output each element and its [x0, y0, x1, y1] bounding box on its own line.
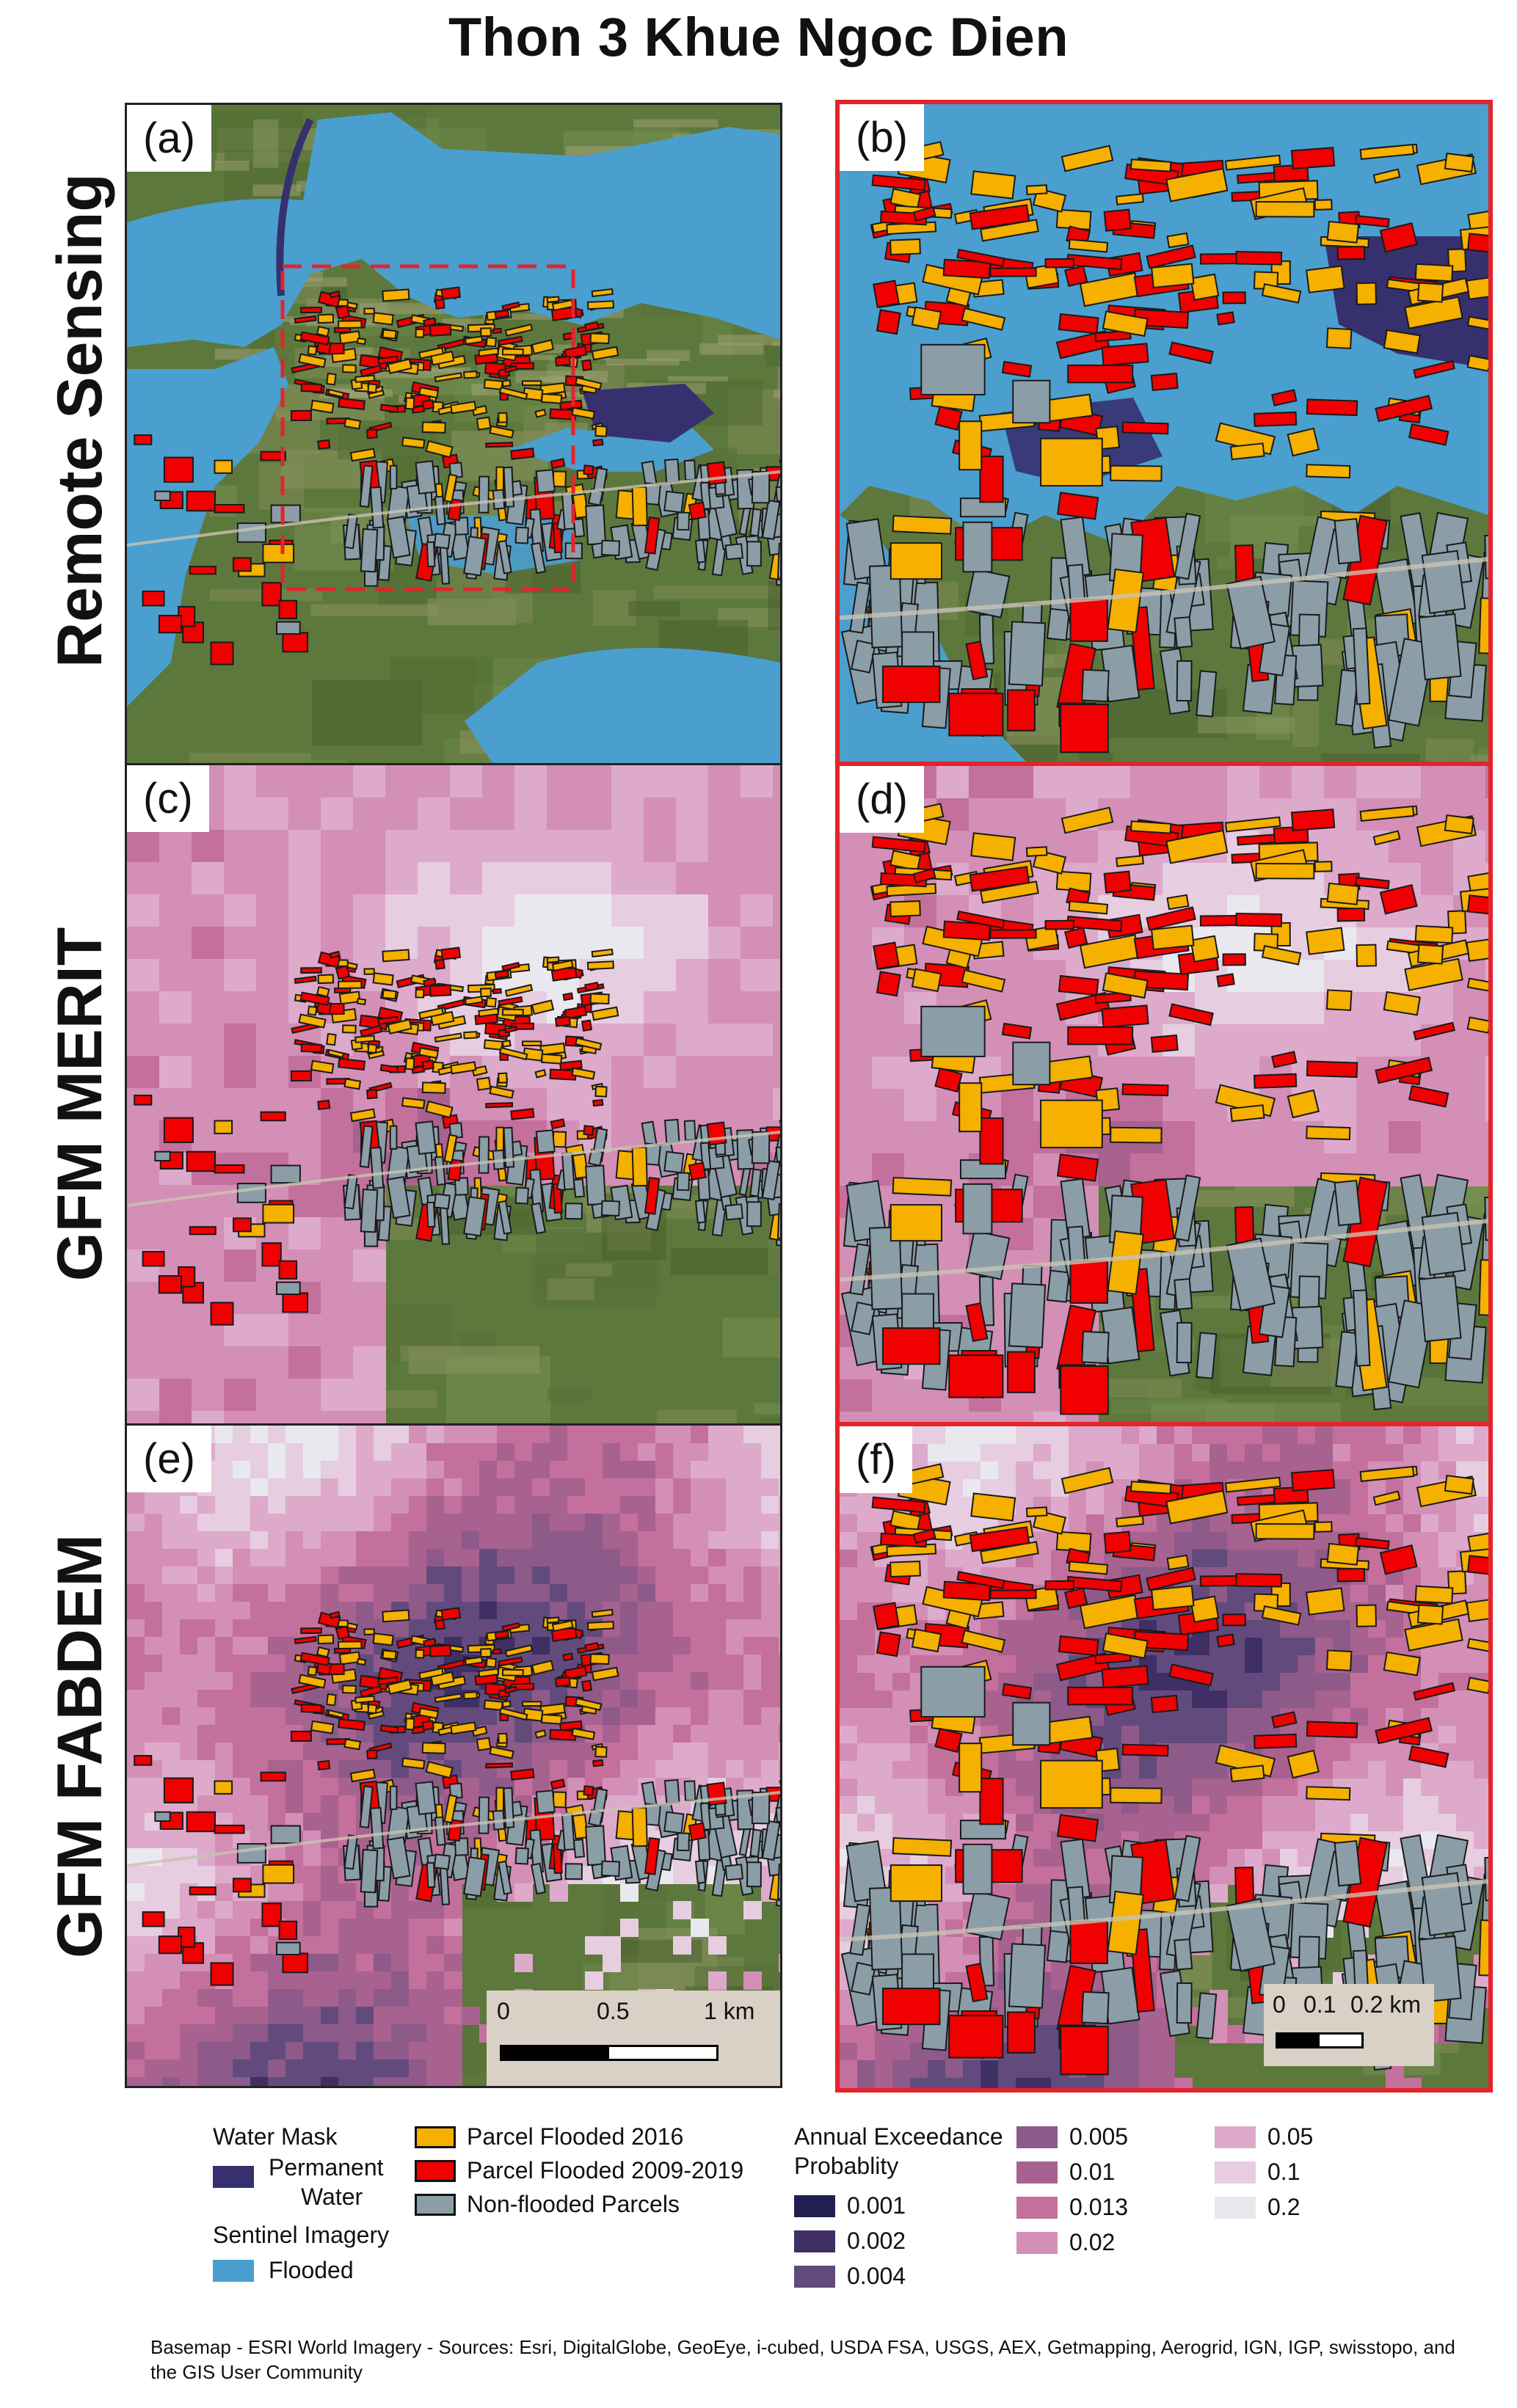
legend-swatch-permanent-water	[213, 2166, 254, 2188]
map-panel-d: (d)	[835, 762, 1493, 1432]
legend-flooded-label: Flooded	[269, 2257, 354, 2283]
panel-label-a: (a)	[127, 105, 211, 172]
legend-parcel-2009-2019-label: Parcel Flooded 2009-2019	[467, 2157, 744, 2183]
legend-swatch-parcel-2016	[415, 2126, 456, 2148]
scalebar-zoom: 0 0.1 0.2 km	[1264, 1984, 1434, 2066]
parcel-polygons	[134, 946, 780, 1326]
row-label-gfm-fabdem: GFM FABDEM	[45, 1533, 115, 1959]
map-panel-f: (f) 0 0.1 0.2 km	[835, 1422, 1493, 2093]
parcel-polygons	[840, 141, 1488, 754]
map-title: Thon 3 Khue Ngoc Dien	[448, 7, 1069, 68]
scalebar-zoom-white-segment	[1320, 2035, 1361, 2046]
legend-aep-swatch-5	[1016, 2197, 1058, 2219]
legend-aep-swatch-3	[1016, 2126, 1058, 2148]
basemap-attribution: Basemap - ESRI World Imagery - Sources: …	[150, 2336, 1455, 2383]
legend-sentinel-heading: Sentinel Imagery	[213, 2222, 390, 2248]
legend-aep-heading-2: Probablity	[794, 2153, 899, 2179]
panel-label-c: (c)	[127, 765, 209, 832]
legend-aep-label-4: 0.01	[1069, 2159, 1116, 2185]
legend-aep-swatch-4	[1016, 2161, 1058, 2183]
legend-aep-swatch-6	[1016, 2232, 1058, 2254]
legend-aep-label-1: 0.002	[847, 2228, 906, 2254]
legend-aep-label-6: 0.02	[1069, 2229, 1116, 2255]
legend-water-mask-heading: Water Mask	[213, 2123, 338, 2150]
map-legend: Water Mask Permanent Water Sentinel Imag…	[0, 2113, 1517, 2333]
zoom-extent-box	[280, 264, 575, 591]
permanent-water	[582, 384, 714, 442]
panel-label-e: (e)	[127, 1426, 211, 1492]
panel-a-map	[127, 105, 780, 765]
legend-permanent-water-label: Permanent	[269, 2154, 384, 2181]
scalebar-black-segment	[502, 2047, 609, 2059]
scalebar-zoom-black-segment	[1278, 2035, 1320, 2046]
scalebar-zoom-label-0: 0	[1273, 1991, 1286, 2018]
scalebar-bar	[500, 2045, 719, 2061]
legend-aep-swatch-1	[794, 2230, 835, 2252]
panel-f-map	[840, 1426, 1488, 2088]
panel-label-b: (b)	[840, 104, 924, 171]
legend-non-flooded-label: Non-flooded Parcels	[467, 2191, 680, 2217]
row-label-gfm-merit: GFM MERIT	[45, 927, 115, 1282]
legend-aep-swatch-2	[794, 2266, 835, 2288]
scalebar-zoom-label-mid: 0.1	[1303, 1991, 1336, 2018]
scalebar-label-0: 0	[497, 1998, 510, 2024]
legend-swatch-non-flooded	[415, 2194, 456, 2216]
scalebar-overview: 0 0.5 1 km	[487, 1991, 780, 2086]
legend-aep-label-8: 0.1	[1267, 2159, 1300, 2185]
map-panel-a: (a)	[125, 103, 782, 767]
scalebar-label-end: 1 km	[704, 1998, 755, 2024]
map-panel-c: (c)	[125, 763, 782, 1428]
road	[840, 557, 1488, 620]
legend-aep-label-7: 0.05	[1267, 2123, 1314, 2150]
row-label-remote-sensing: Remote Sensing	[45, 173, 115, 668]
parcel-polygons	[134, 1607, 780, 1986]
legend-permanent-water-label-2: Water	[301, 2183, 363, 2210]
road	[127, 1131, 780, 1207]
panel-label-d: (d)	[840, 766, 924, 833]
legend-swatch-flooded	[213, 2260, 254, 2282]
map-panel-b: (b)	[835, 100, 1493, 770]
panel-e-map	[127, 1426, 780, 2086]
legend-parcel-2016-label: Parcel Flooded 2016	[467, 2123, 684, 2150]
road	[127, 1791, 780, 1867]
legend-aep-swatch-8	[1215, 2161, 1256, 2183]
map-panel-e: (e) 0 0.5 1 km	[125, 1423, 782, 2088]
road	[840, 1219, 1488, 1282]
legend-aep-label-3: 0.005	[1069, 2123, 1129, 2150]
legend-aep-label-9: 0.2	[1267, 2194, 1300, 2220]
legend-aep-heading: Annual Exceedance	[794, 2123, 1003, 2150]
parcel-polygons	[840, 1463, 1488, 2076]
legend-aep-swatch-0	[794, 2195, 835, 2217]
panel-d-map	[840, 766, 1488, 1428]
legend-swatch-parcel-2009-2019	[415, 2160, 456, 2182]
legend-aep-label-2: 0.004	[847, 2263, 906, 2289]
scalebar-label-mid: 0.5	[597, 1998, 630, 2024]
panel-c-map	[127, 765, 780, 1426]
scalebar-zoom-bar	[1276, 2032, 1364, 2048]
legend-aep-label-5: 0.013	[1069, 2194, 1129, 2220]
road	[840, 1879, 1488, 1942]
river-channel	[276, 117, 314, 296]
legend-aep-label-0: 0.001	[847, 2192, 906, 2219]
road	[127, 470, 780, 547]
scalebar-zoom-label-end: 0.2 km	[1350, 1991, 1422, 2018]
parcel-polygons	[134, 286, 780, 665]
scalebar-white-segment	[609, 2047, 716, 2059]
legend-aep-swatch-9	[1215, 2197, 1256, 2219]
legend-aep-swatch-7	[1215, 2126, 1256, 2148]
panel-label-f: (f)	[840, 1426, 912, 1493]
panel-b-map	[840, 104, 1488, 766]
